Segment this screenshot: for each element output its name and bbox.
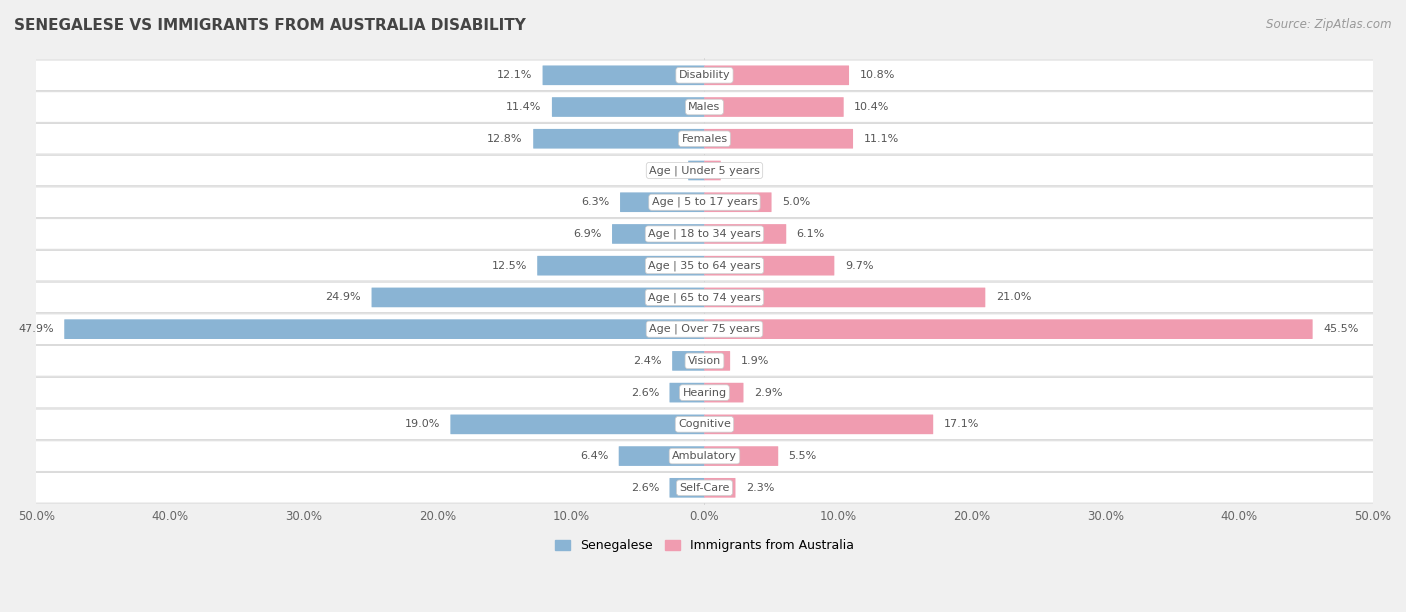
- Text: Age | 65 to 74 years: Age | 65 to 74 years: [648, 292, 761, 303]
- FancyBboxPatch shape: [22, 314, 1386, 345]
- FancyBboxPatch shape: [22, 124, 1386, 154]
- FancyBboxPatch shape: [704, 192, 772, 212]
- FancyBboxPatch shape: [537, 256, 704, 275]
- FancyBboxPatch shape: [22, 92, 1386, 122]
- Text: 2.6%: 2.6%: [631, 387, 659, 398]
- Text: 2.3%: 2.3%: [747, 483, 775, 493]
- FancyBboxPatch shape: [22, 282, 1386, 313]
- Text: 1.2%: 1.2%: [650, 165, 678, 176]
- Text: Age | 5 to 17 years: Age | 5 to 17 years: [651, 197, 758, 207]
- Text: Age | Under 5 years: Age | Under 5 years: [650, 165, 759, 176]
- Text: 5.5%: 5.5%: [789, 451, 817, 461]
- Text: Cognitive: Cognitive: [678, 419, 731, 430]
- Text: 11.1%: 11.1%: [863, 134, 898, 144]
- FancyBboxPatch shape: [704, 161, 721, 181]
- Text: 9.7%: 9.7%: [845, 261, 873, 271]
- FancyBboxPatch shape: [704, 256, 834, 275]
- FancyBboxPatch shape: [704, 65, 849, 85]
- Text: 21.0%: 21.0%: [995, 293, 1031, 302]
- Text: Age | 18 to 34 years: Age | 18 to 34 years: [648, 229, 761, 239]
- FancyBboxPatch shape: [22, 409, 1386, 439]
- Text: 11.4%: 11.4%: [506, 102, 541, 112]
- FancyBboxPatch shape: [704, 319, 1313, 339]
- FancyBboxPatch shape: [688, 161, 704, 181]
- FancyBboxPatch shape: [704, 446, 779, 466]
- Legend: Senegalese, Immigrants from Australia: Senegalese, Immigrants from Australia: [550, 534, 859, 557]
- FancyBboxPatch shape: [22, 472, 1386, 503]
- Text: 12.5%: 12.5%: [492, 261, 527, 271]
- Text: 1.2%: 1.2%: [731, 165, 759, 176]
- Text: 12.1%: 12.1%: [496, 70, 531, 80]
- FancyBboxPatch shape: [22, 346, 1386, 376]
- FancyBboxPatch shape: [22, 60, 1386, 91]
- FancyBboxPatch shape: [612, 224, 704, 244]
- Text: 6.9%: 6.9%: [574, 229, 602, 239]
- Text: Ambulatory: Ambulatory: [672, 451, 737, 461]
- FancyBboxPatch shape: [704, 382, 744, 403]
- Text: 1.9%: 1.9%: [741, 356, 769, 366]
- FancyBboxPatch shape: [669, 478, 704, 498]
- Text: 5.0%: 5.0%: [782, 197, 810, 207]
- Text: Disability: Disability: [679, 70, 730, 80]
- FancyBboxPatch shape: [450, 414, 704, 434]
- FancyBboxPatch shape: [22, 187, 1386, 217]
- FancyBboxPatch shape: [553, 97, 704, 117]
- Text: Source: ZipAtlas.com: Source: ZipAtlas.com: [1267, 18, 1392, 31]
- FancyBboxPatch shape: [704, 129, 853, 149]
- Text: 10.4%: 10.4%: [853, 102, 890, 112]
- Text: 24.9%: 24.9%: [326, 293, 361, 302]
- Text: Hearing: Hearing: [682, 387, 727, 398]
- FancyBboxPatch shape: [22, 378, 1386, 408]
- FancyBboxPatch shape: [533, 129, 704, 149]
- Text: 45.5%: 45.5%: [1323, 324, 1358, 334]
- Text: 12.8%: 12.8%: [488, 134, 523, 144]
- Text: 10.8%: 10.8%: [859, 70, 894, 80]
- FancyBboxPatch shape: [620, 192, 704, 212]
- Text: 47.9%: 47.9%: [18, 324, 53, 334]
- Text: SENEGALESE VS IMMIGRANTS FROM AUSTRALIA DISABILITY: SENEGALESE VS IMMIGRANTS FROM AUSTRALIA …: [14, 18, 526, 34]
- Text: 17.1%: 17.1%: [943, 419, 979, 430]
- FancyBboxPatch shape: [22, 155, 1386, 185]
- FancyBboxPatch shape: [704, 224, 786, 244]
- Text: 6.4%: 6.4%: [579, 451, 609, 461]
- Text: 19.0%: 19.0%: [405, 419, 440, 430]
- Text: 2.6%: 2.6%: [631, 483, 659, 493]
- Text: 2.9%: 2.9%: [754, 387, 782, 398]
- Text: 6.1%: 6.1%: [797, 229, 825, 239]
- Text: 2.4%: 2.4%: [633, 356, 662, 366]
- FancyBboxPatch shape: [672, 351, 704, 371]
- FancyBboxPatch shape: [704, 351, 730, 371]
- Text: Males: Males: [689, 102, 721, 112]
- FancyBboxPatch shape: [543, 65, 704, 85]
- Text: Age | 35 to 64 years: Age | 35 to 64 years: [648, 261, 761, 271]
- FancyBboxPatch shape: [619, 446, 704, 466]
- FancyBboxPatch shape: [704, 97, 844, 117]
- Text: Age | Over 75 years: Age | Over 75 years: [650, 324, 761, 334]
- Text: Females: Females: [682, 134, 727, 144]
- FancyBboxPatch shape: [22, 218, 1386, 249]
- Text: Vision: Vision: [688, 356, 721, 366]
- FancyBboxPatch shape: [65, 319, 704, 339]
- FancyBboxPatch shape: [669, 382, 704, 403]
- FancyBboxPatch shape: [371, 288, 704, 307]
- FancyBboxPatch shape: [22, 250, 1386, 281]
- FancyBboxPatch shape: [704, 478, 735, 498]
- FancyBboxPatch shape: [22, 441, 1386, 471]
- Text: 6.3%: 6.3%: [581, 197, 610, 207]
- FancyBboxPatch shape: [704, 414, 934, 434]
- FancyBboxPatch shape: [704, 288, 986, 307]
- Text: Self-Care: Self-Care: [679, 483, 730, 493]
